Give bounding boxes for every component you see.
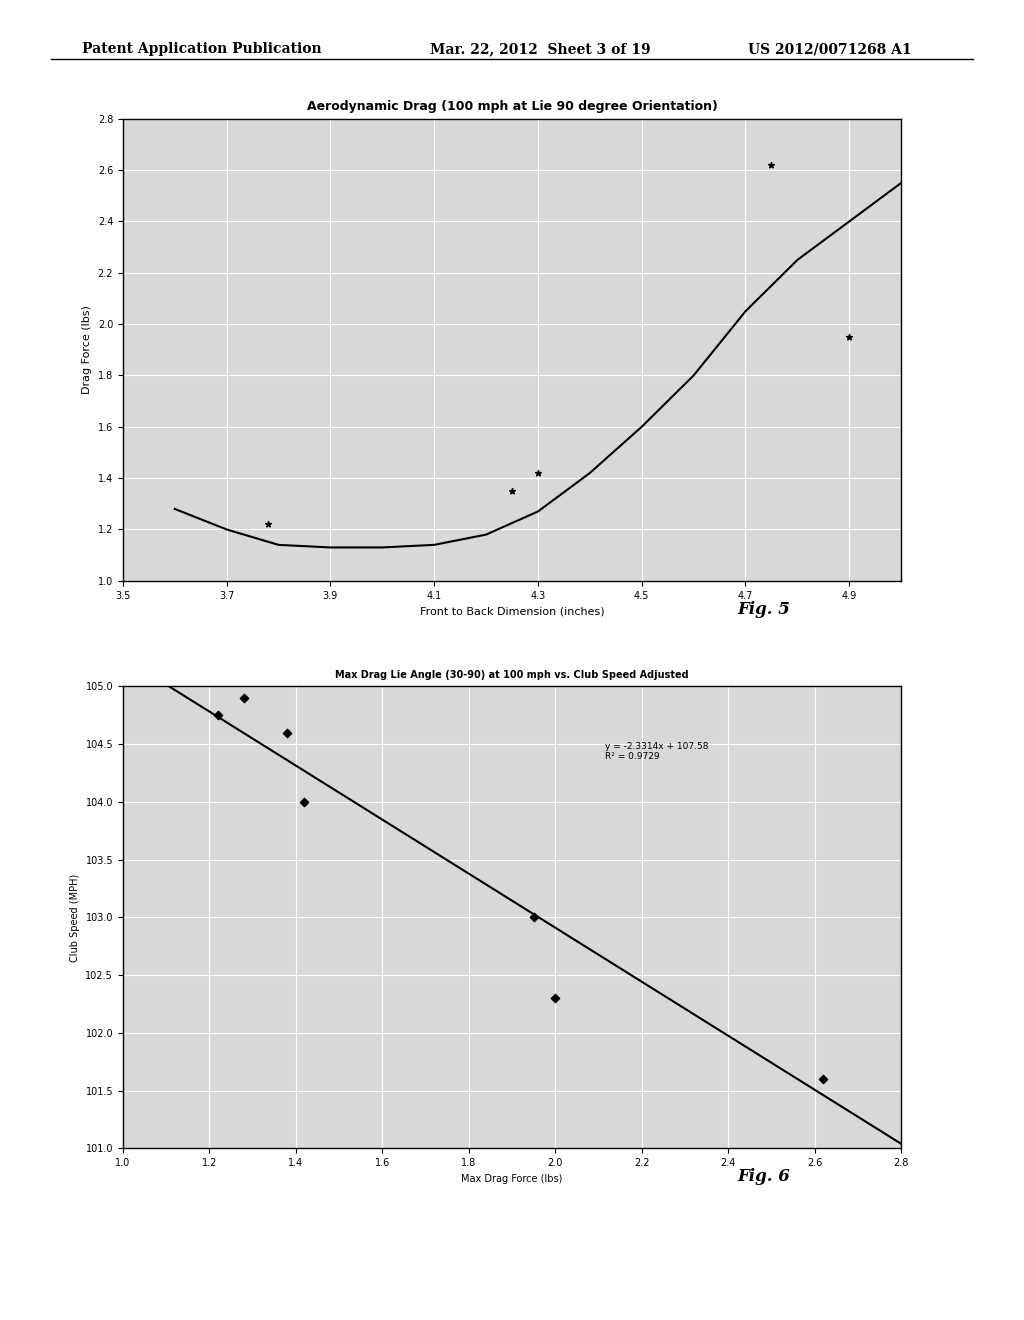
Point — [841, 326, 857, 347]
Title: Aerodynamic Drag (100 mph at Lie 90 degree Orientation): Aerodynamic Drag (100 mph at Lie 90 degr… — [306, 100, 718, 114]
Point — [279, 722, 295, 743]
Text: Mar. 22, 2012  Sheet 3 of 19: Mar. 22, 2012 Sheet 3 of 19 — [430, 42, 650, 57]
Point — [504, 480, 520, 502]
Point — [236, 688, 252, 709]
Text: Patent Application Publication: Patent Application Publication — [82, 42, 322, 57]
Point — [296, 791, 312, 812]
X-axis label: Max Drag Force (lbs): Max Drag Force (lbs) — [462, 1173, 562, 1184]
Title: Max Drag Lie Angle (30-90) at 100 mph vs. Club Speed Adjusted: Max Drag Lie Angle (30-90) at 100 mph vs… — [335, 671, 689, 680]
Y-axis label: Drag Force (lbs): Drag Force (lbs) — [82, 305, 92, 395]
Point — [815, 1069, 831, 1090]
Text: US 2012/0071268 A1: US 2012/0071268 A1 — [748, 42, 911, 57]
Point — [260, 513, 276, 535]
Point — [210, 705, 226, 726]
Point — [525, 907, 542, 928]
Point — [763, 154, 779, 176]
Point — [547, 987, 563, 1008]
Text: y = -2.3314x + 107.58
R² = 0.9729: y = -2.3314x + 107.58 R² = 0.9729 — [605, 742, 709, 762]
Text: Fig. 6: Fig. 6 — [737, 1168, 791, 1185]
Point — [529, 462, 546, 483]
Y-axis label: Club Speed (MPH): Club Speed (MPH) — [70, 874, 80, 961]
X-axis label: Front to Back Dimension (inches): Front to Back Dimension (inches) — [420, 606, 604, 616]
Text: Fig. 5: Fig. 5 — [737, 601, 791, 618]
